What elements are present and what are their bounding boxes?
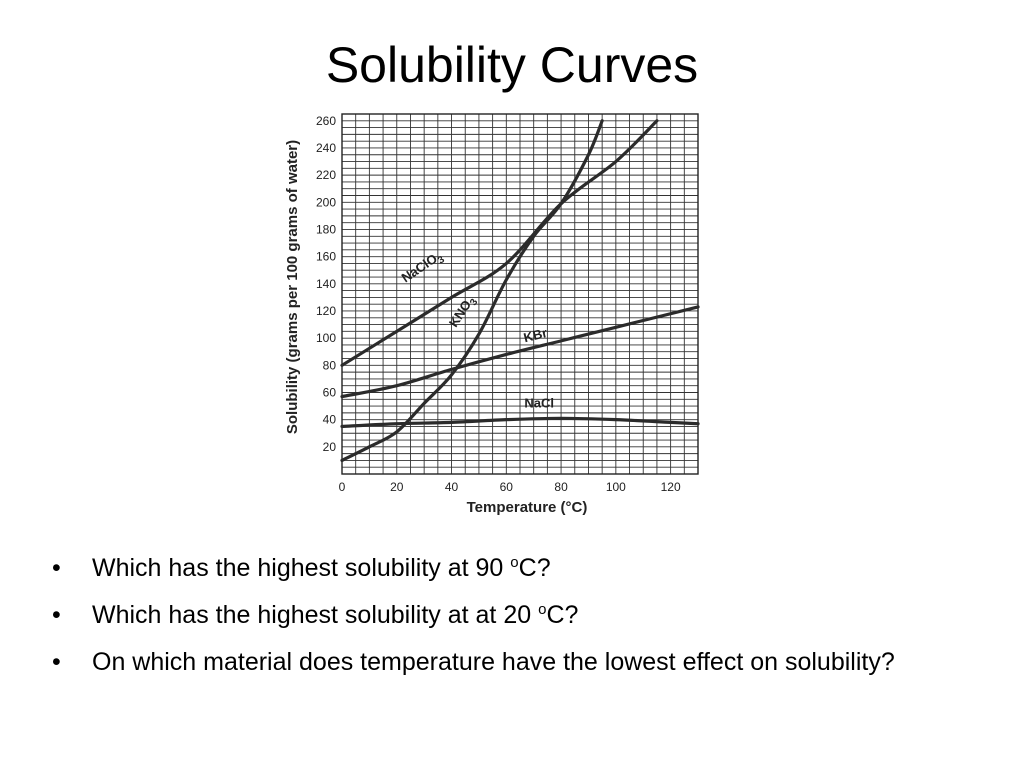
plot-frame [341, 113, 699, 475]
question-3-text: On which material does temperature have … [92, 648, 895, 676]
y-tick-label: 140 [316, 277, 336, 291]
x-axis-title: Temperature (°C) [467, 499, 588, 516]
y-tick-label: 40 [323, 413, 337, 427]
x-tick-label: 100 [606, 480, 626, 494]
series-line-naclo3 [340, 119, 659, 367]
question-1-unit: C? [518, 554, 551, 582]
question-3: • On which material does temperature hav… [52, 646, 952, 678]
bullet-point: • [52, 554, 61, 582]
chart-grid [341, 113, 699, 475]
question-list: • Which has the highest solubility at 90… [52, 552, 952, 693]
question-2-unit: C? [546, 601, 579, 629]
x-tick-label: 60 [500, 480, 514, 494]
bullet-point: • [52, 601, 61, 629]
chart-ticks: 0 20 40 60 80 100 120 20 40 60 80 100 120 140 160 180 20… [316, 114, 681, 494]
question-2: • Which has the highest solubility at at… [52, 599, 952, 631]
chart-series [340, 119, 700, 463]
y-tick-label: 60 [323, 385, 337, 399]
series-line-kno3 [340, 119, 604, 463]
question-1: • Which has the highest solubility at 90… [52, 552, 952, 584]
x-tick-label: 40 [445, 480, 459, 494]
y-tick-label: 20 [323, 440, 337, 454]
y-tick-label: 160 [316, 250, 336, 264]
y-axis-title: Solubility (grams per 100 grams of water… [284, 140, 301, 434]
y-tick-label: 240 [316, 141, 336, 155]
x-tick-label: 0 [339, 480, 346, 494]
y-tick-label: 100 [316, 331, 336, 345]
degree-sign: o [510, 554, 519, 571]
y-tick-label: 220 [316, 168, 336, 182]
y-tick-label: 180 [316, 222, 336, 236]
series-line-kbr [340, 305, 700, 399]
solubility-chart: 0 20 40 60 80 100 120 20 40 60 80 100 120 140 160 180 20… [284, 113, 700, 516]
question-1-text: Which has the highest solubility at 90 [92, 554, 511, 582]
question-2-text: Which has the highest solubility at at 2… [92, 601, 539, 629]
y-tick-label: 200 [316, 195, 336, 209]
y-tick-label: 260 [316, 114, 336, 128]
degree-sign: o [538, 601, 547, 618]
x-tick-label: 20 [390, 480, 404, 494]
x-tick-label: 80 [554, 480, 568, 494]
y-tick-label: 80 [323, 358, 337, 372]
bullet-point: • [52, 648, 61, 676]
slide-title: Solubility Curves [325, 37, 699, 93]
series-line-nacl [340, 416, 700, 429]
x-tick-label: 120 [661, 480, 681, 494]
series-label-kbr: KBr [522, 325, 549, 345]
series-label-nacl: NaCl [524, 395, 554, 410]
y-tick-label: 120 [316, 304, 336, 318]
series-label-naclo3: NaClO3 [399, 247, 448, 288]
